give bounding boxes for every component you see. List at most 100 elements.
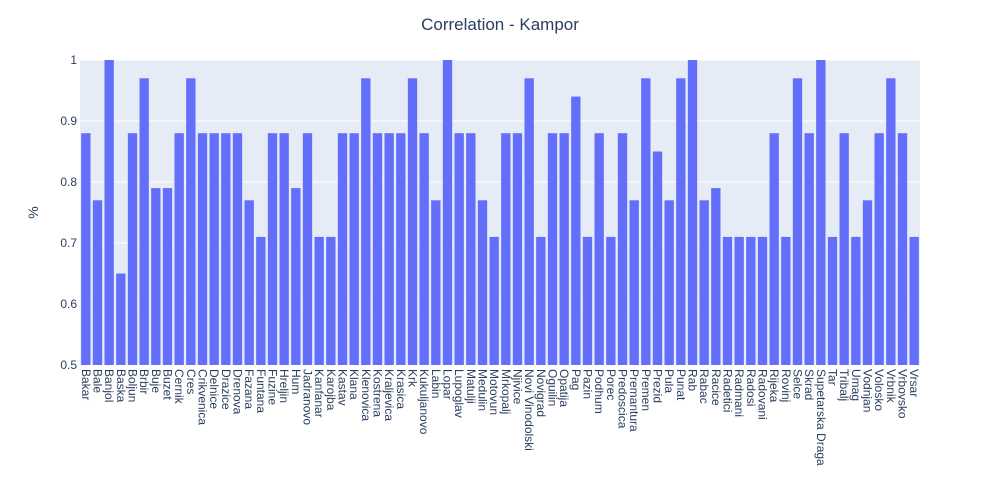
y-tick-label: 0.5 [60,358,77,372]
chart-title: Correlation - Kampor [421,15,579,34]
bar[interactable] [302,133,313,365]
bar[interactable] [454,133,464,365]
y-tick-label: 0.7 [60,236,77,250]
x-tick-label: Cernik [172,369,186,405]
bar[interactable] [104,60,114,365]
bar[interactable] [512,133,523,365]
bar[interactable] [792,78,803,366]
x-tick-label: Kanfanar [312,369,326,418]
bar[interactable] [536,236,546,365]
bar[interactable] [746,236,756,365]
x-tick-label: Labin [429,369,443,398]
x-tick-label: Punat [674,369,688,401]
x-tick-label: Podhum [592,369,606,414]
bar[interactable] [349,133,359,365]
bar[interactable] [641,78,651,366]
bar[interactable] [687,60,698,365]
bar[interactable] [396,133,406,365]
x-tick-label: Tribalj [837,369,851,401]
bar[interactable] [477,200,488,365]
bar[interactable] [886,78,896,366]
bar[interactable] [232,133,243,365]
bar[interactable] [804,133,814,365]
bar[interactable] [722,236,733,365]
bar[interactable] [839,133,849,365]
bar[interactable] [186,78,196,366]
bar[interactable] [664,200,674,365]
bar[interactable] [419,133,429,365]
x-tick-label: Vrbnik [884,369,898,404]
bar[interactable] [897,133,908,365]
bar[interactable] [582,236,593,365]
x-tick-label: Umag [849,369,863,401]
x-tick-label: Volosko [872,369,886,411]
bar[interactable] [139,78,149,366]
bar[interactable] [769,133,779,365]
bar[interactable] [442,60,453,365]
bar[interactable] [291,188,301,365]
bars [81,60,919,366]
bar[interactable] [571,96,581,365]
bar[interactable] [652,151,663,366]
bar[interactable] [267,133,278,365]
bar[interactable] [676,78,686,366]
bar[interactable] [372,133,383,365]
x-tick-label: Matulji [464,369,478,404]
bar[interactable] [361,78,371,366]
bar[interactable] [629,200,639,365]
bar[interactable] [606,236,616,365]
bar[interactable] [337,133,348,365]
bar[interactable] [81,133,91,365]
x-tick-label: Vrbovsko [896,369,910,419]
bar[interactable] [116,273,126,366]
bar[interactable] [221,133,231,365]
bar[interactable] [197,133,208,365]
x-tick-label: Radetici [721,369,735,412]
x-tick-label: Rijeka [767,369,781,403]
bar[interactable] [151,188,161,365]
bar[interactable] [279,133,289,365]
bar[interactable] [909,236,919,365]
y-axis-title: % [25,206,41,218]
bar[interactable] [699,200,709,365]
bar[interactable] [407,78,418,366]
bar[interactable] [851,236,861,365]
bar[interactable] [559,133,569,365]
bar[interactable] [594,133,604,365]
x-tick-label: Njivice [511,369,525,405]
x-tick-label: Crikvenica [196,369,210,425]
x-tick-label: Medulin [476,369,490,411]
bar[interactable] [757,236,768,365]
x-tick-label: Drazice [219,369,233,410]
bar[interactable] [162,188,173,365]
bar[interactable] [466,133,476,365]
bar[interactable] [489,236,499,365]
bar[interactable] [547,133,558,365]
bar[interactable] [256,236,266,365]
bar[interactable] [314,236,324,365]
x-tick-label: Lopar [441,369,455,400]
x-tick-label: Krasica [394,369,408,409]
bar[interactable] [92,200,103,365]
bar[interactable] [862,200,873,365]
bar[interactable] [781,236,791,365]
bar[interactable] [617,133,628,365]
bar[interactable] [326,236,336,365]
bar[interactable] [874,133,884,365]
bar[interactable] [524,78,534,366]
bar[interactable] [174,133,184,365]
bar[interactable] [734,236,744,365]
x-tick-label: Motovun [487,369,501,415]
x-tick-label: Bale [91,369,105,393]
x-tick-label: Pazin [581,369,595,399]
bar[interactable] [244,200,254,365]
x-tick-label: Brbir [137,369,151,394]
bar[interactable] [711,188,721,365]
bar[interactable] [384,133,394,365]
bar[interactable] [827,236,838,365]
bar[interactable] [127,133,138,365]
bar[interactable] [431,200,441,365]
bar[interactable] [209,133,219,365]
bar[interactable] [816,60,826,365]
bar[interactable] [501,133,511,365]
